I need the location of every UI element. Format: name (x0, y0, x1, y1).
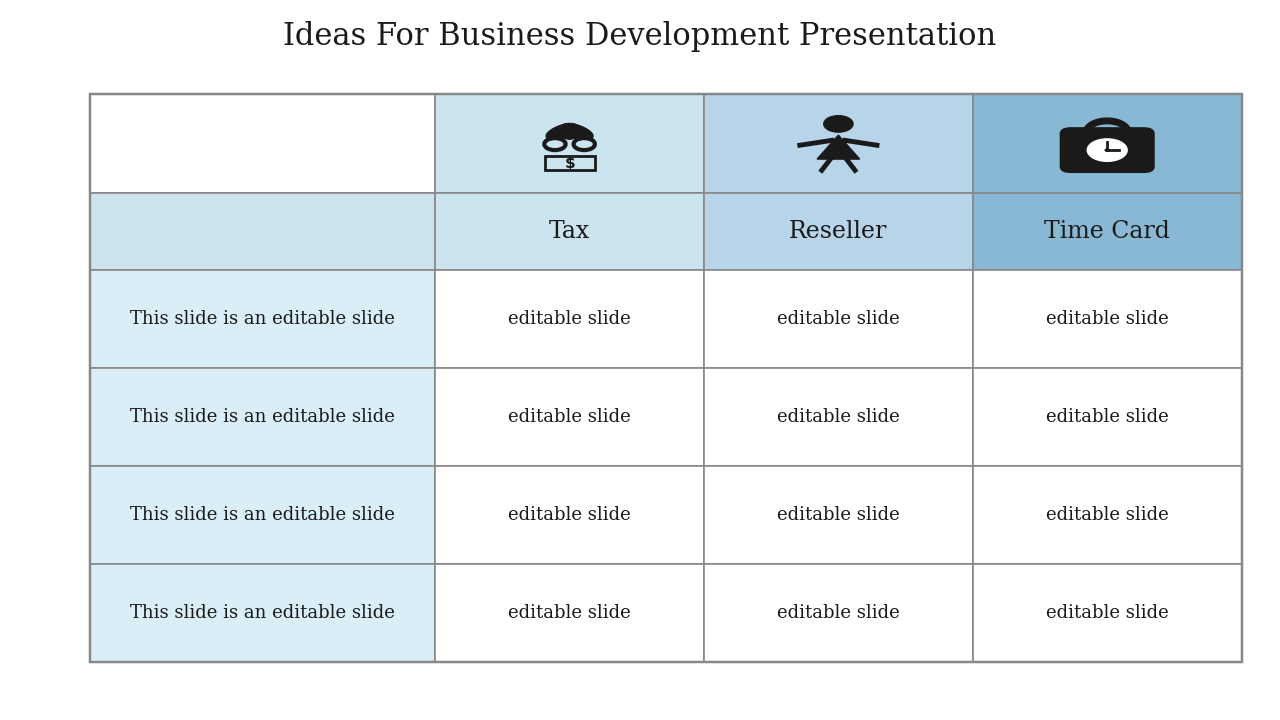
Circle shape (824, 116, 852, 132)
Text: Reseller: Reseller (790, 220, 887, 243)
FancyBboxPatch shape (90, 94, 435, 193)
FancyBboxPatch shape (973, 270, 1242, 368)
Text: This slide is an editable slide: This slide is an editable slide (131, 506, 394, 524)
FancyBboxPatch shape (435, 368, 704, 466)
Text: editable slide: editable slide (508, 408, 631, 426)
FancyBboxPatch shape (704, 270, 973, 368)
Circle shape (1087, 139, 1128, 161)
FancyBboxPatch shape (973, 94, 1242, 193)
Text: Tax: Tax (549, 220, 590, 243)
Text: editable slide: editable slide (508, 506, 631, 524)
Text: editable slide: editable slide (1046, 310, 1169, 328)
Polygon shape (547, 124, 577, 139)
Text: This slide is an editable slide: This slide is an editable slide (131, 604, 394, 622)
Polygon shape (562, 124, 593, 139)
FancyBboxPatch shape (90, 564, 435, 662)
FancyBboxPatch shape (1060, 128, 1155, 172)
FancyBboxPatch shape (90, 368, 435, 466)
FancyBboxPatch shape (435, 466, 704, 564)
FancyBboxPatch shape (90, 270, 435, 368)
FancyBboxPatch shape (435, 94, 704, 193)
Circle shape (564, 134, 575, 139)
Text: $: $ (564, 156, 575, 171)
FancyBboxPatch shape (704, 368, 973, 466)
Text: editable slide: editable slide (777, 310, 900, 328)
FancyBboxPatch shape (704, 193, 973, 270)
Text: editable slide: editable slide (508, 604, 631, 622)
Text: editable slide: editable slide (1046, 604, 1169, 622)
Text: Time Card: Time Card (1044, 220, 1170, 243)
Polygon shape (817, 135, 860, 159)
FancyBboxPatch shape (704, 466, 973, 564)
FancyBboxPatch shape (435, 564, 704, 662)
Text: Ideas For Business Development Presentation: Ideas For Business Development Presentat… (283, 20, 997, 52)
Text: This slide is an editable slide: This slide is an editable slide (131, 408, 394, 426)
FancyBboxPatch shape (435, 270, 704, 368)
FancyBboxPatch shape (973, 564, 1242, 662)
Text: editable slide: editable slide (777, 506, 900, 524)
FancyBboxPatch shape (90, 466, 435, 564)
Text: editable slide: editable slide (777, 604, 900, 622)
FancyBboxPatch shape (90, 193, 435, 270)
FancyBboxPatch shape (435, 193, 704, 270)
Text: editable slide: editable slide (1046, 506, 1169, 524)
FancyBboxPatch shape (973, 193, 1242, 270)
FancyBboxPatch shape (973, 368, 1242, 466)
FancyBboxPatch shape (704, 564, 973, 662)
Text: editable slide: editable slide (777, 408, 900, 426)
Circle shape (1105, 149, 1110, 151)
Text: editable slide: editable slide (1046, 408, 1169, 426)
Text: editable slide: editable slide (508, 310, 631, 328)
FancyBboxPatch shape (973, 466, 1242, 564)
FancyBboxPatch shape (704, 94, 973, 193)
Text: This slide is an editable slide: This slide is an editable slide (131, 310, 394, 328)
